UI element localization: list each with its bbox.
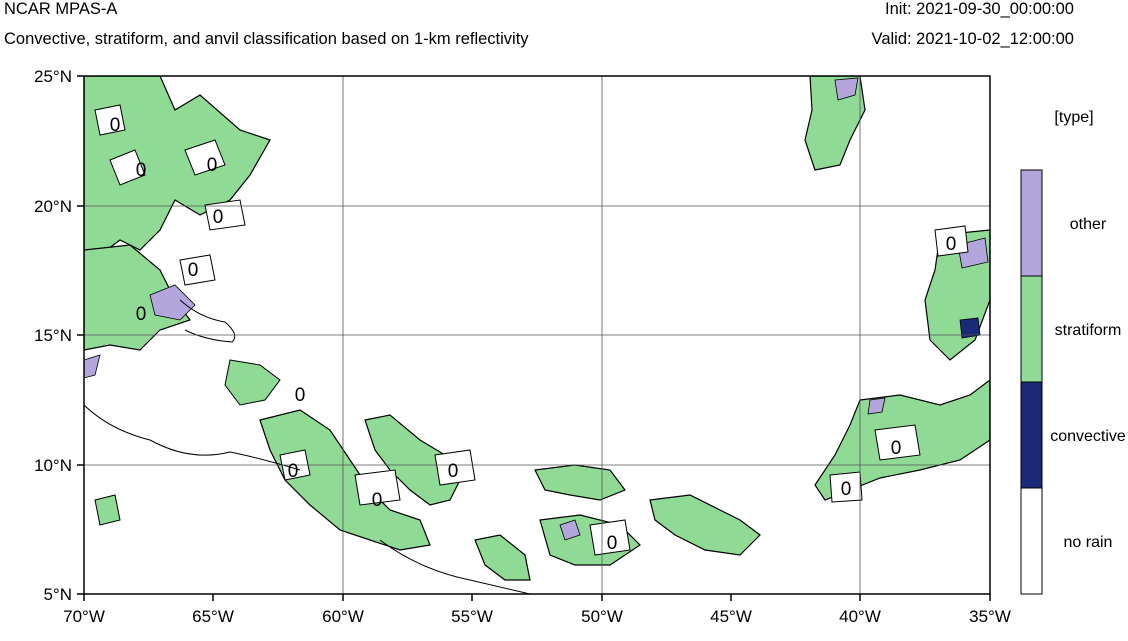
lat-label: 20°N [34,197,72,216]
legend-swatch-no-rain [1020,487,1043,595]
lon-label: 50°W [581,607,623,626]
axis-ticks [77,75,991,601]
contour-label: 0 [448,461,459,482]
contour-labels: 0 0 0 0 0 0 0 0 0 0 0 0 0 0 [110,115,957,554]
lon-label: 65°W [192,607,234,626]
legend-label-no-rain: no rain [1064,534,1113,551]
legend: [type] other stratiform convective no ra… [1020,109,1126,595]
legend-label-other: other [1070,216,1107,233]
latitude-labels: 25°N 20°N 15°N 10°N 5°N [34,67,72,604]
legend-label-convective: convective [1050,428,1126,445]
lat-label: 10°N [34,456,72,475]
coastlines [84,299,531,594]
init-time: Init: 2021-09-30_00:00:00 [885,0,1074,18]
contour-label: 0 [188,260,199,281]
rain-band-south [259,409,761,581]
map-title: NCAR MPAS-A [4,0,118,18]
contour-label: 0 [110,115,121,136]
valid-time: Valid: 2021-10-02_12:00:00 [871,30,1074,48]
contour-label: 0 [288,461,299,482]
legend-label-stratiform: stratiform [1055,322,1122,339]
contour-label: 0 [841,479,852,500]
contour-label: 0 [607,533,618,554]
rain-band-east [804,76,990,503]
longitude-labels: 70°W 65°W 60°W 55°W 50°W 45°W 40°W 35°W [63,607,1011,626]
graticule [84,76,990,594]
lon-label: 40°W [839,607,881,626]
lon-label: 60°W [322,607,364,626]
contour-label: 0 [213,207,224,228]
lat-label: 15°N [34,326,72,345]
lat-label: 5°N [43,585,72,604]
contour-label: 0 [372,490,383,511]
legend-swatch-stratiform [1020,275,1043,383]
rain-region-northwest [84,76,281,526]
contour-label: 0 [891,438,902,459]
lon-label: 70°W [63,607,105,626]
contour-label: 0 [946,234,957,255]
contour-label: 0 [136,304,147,325]
contour-label: 0 [136,160,147,181]
lat-label: 25°N [34,67,72,86]
legend-swatch-convective [1020,381,1043,489]
legend-swatch-other [1020,169,1043,277]
lon-label: 35°W [969,607,1011,626]
precip-fields [84,76,990,594]
lon-label: 45°W [710,607,752,626]
contour-label: 0 [207,155,218,176]
map-subtitle: Convective, stratiform, and anvil classi… [4,30,529,48]
contour-label: 0 [295,385,306,406]
legend-title: [type] [1054,109,1093,126]
lon-label: 55°W [451,607,493,626]
